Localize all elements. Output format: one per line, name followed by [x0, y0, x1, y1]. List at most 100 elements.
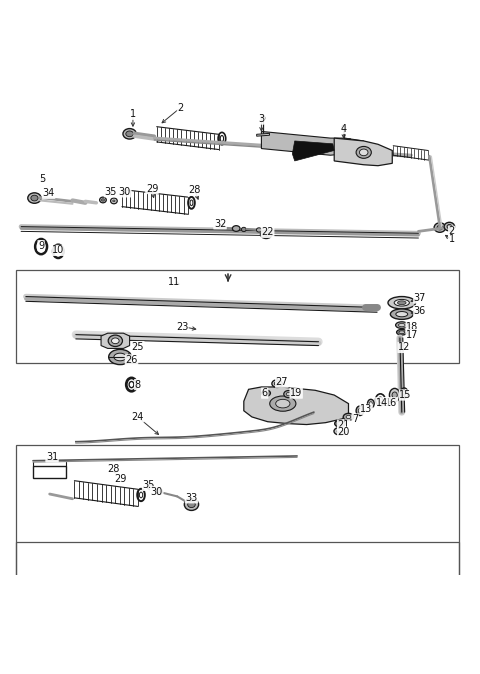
Ellipse shape — [444, 222, 455, 231]
Ellipse shape — [147, 484, 154, 490]
Text: 3: 3 — [258, 114, 264, 124]
Ellipse shape — [261, 116, 265, 121]
Ellipse shape — [343, 413, 354, 421]
Text: 11: 11 — [168, 277, 180, 287]
Ellipse shape — [399, 331, 405, 334]
Ellipse shape — [394, 299, 409, 306]
Ellipse shape — [360, 149, 368, 156]
Ellipse shape — [396, 311, 408, 317]
Polygon shape — [101, 333, 130, 348]
Ellipse shape — [437, 225, 443, 230]
Text: 29: 29 — [146, 183, 158, 193]
Ellipse shape — [356, 406, 364, 415]
Text: 2: 2 — [178, 102, 184, 113]
Ellipse shape — [272, 380, 282, 388]
Text: 4: 4 — [341, 123, 347, 133]
Text: 5: 5 — [39, 174, 46, 184]
Text: 24: 24 — [132, 412, 144, 422]
Text: 13: 13 — [360, 404, 372, 415]
Text: 6: 6 — [262, 388, 268, 398]
Ellipse shape — [262, 390, 270, 396]
Ellipse shape — [28, 193, 41, 204]
Ellipse shape — [100, 197, 106, 203]
Text: 26: 26 — [125, 355, 138, 365]
Ellipse shape — [389, 388, 400, 402]
Ellipse shape — [123, 129, 136, 139]
Ellipse shape — [370, 402, 372, 406]
Text: 10: 10 — [52, 245, 64, 255]
Ellipse shape — [342, 125, 346, 130]
Text: 1: 1 — [449, 235, 455, 245]
Ellipse shape — [126, 131, 133, 137]
Ellipse shape — [241, 227, 246, 232]
Ellipse shape — [158, 491, 160, 493]
Text: 18: 18 — [406, 321, 419, 332]
Ellipse shape — [335, 421, 345, 427]
Ellipse shape — [286, 392, 291, 396]
Text: 19: 19 — [290, 388, 302, 398]
Text: 15: 15 — [399, 390, 412, 400]
Ellipse shape — [434, 223, 445, 233]
Text: 1: 1 — [130, 109, 136, 119]
Ellipse shape — [378, 397, 383, 402]
Text: 12: 12 — [398, 342, 410, 353]
Ellipse shape — [184, 499, 199, 510]
Ellipse shape — [264, 233, 268, 235]
Ellipse shape — [102, 199, 104, 201]
Text: 30: 30 — [151, 487, 163, 497]
Polygon shape — [334, 138, 392, 166]
Text: 27: 27 — [276, 377, 288, 387]
Text: 14: 14 — [376, 398, 388, 408]
Text: 20: 20 — [337, 427, 350, 437]
Text: 2: 2 — [449, 226, 455, 237]
Ellipse shape — [368, 399, 374, 408]
Ellipse shape — [113, 200, 115, 202]
Ellipse shape — [356, 146, 372, 158]
Ellipse shape — [270, 396, 296, 411]
Text: 21: 21 — [337, 420, 350, 430]
Ellipse shape — [334, 427, 346, 435]
Ellipse shape — [149, 486, 152, 488]
Polygon shape — [257, 133, 269, 136]
Ellipse shape — [447, 224, 452, 228]
Ellipse shape — [403, 391, 406, 396]
Ellipse shape — [276, 399, 290, 408]
Ellipse shape — [346, 415, 351, 419]
Polygon shape — [262, 131, 364, 155]
Text: 17: 17 — [406, 330, 419, 340]
Ellipse shape — [398, 324, 405, 327]
Text: 37: 37 — [414, 293, 426, 303]
Ellipse shape — [396, 321, 408, 328]
Ellipse shape — [110, 198, 117, 204]
Ellipse shape — [31, 195, 38, 201]
Polygon shape — [292, 141, 334, 161]
Text: 22: 22 — [261, 227, 274, 237]
Ellipse shape — [358, 408, 361, 413]
Ellipse shape — [337, 429, 343, 433]
Ellipse shape — [396, 330, 407, 335]
Text: 9: 9 — [38, 241, 44, 251]
Ellipse shape — [274, 381, 280, 386]
Text: 28: 28 — [108, 464, 120, 474]
Text: 28: 28 — [189, 185, 201, 195]
Ellipse shape — [392, 392, 397, 398]
Text: 8: 8 — [134, 379, 141, 390]
Ellipse shape — [188, 501, 195, 508]
Text: 7: 7 — [352, 414, 358, 424]
Ellipse shape — [284, 390, 293, 398]
Ellipse shape — [256, 228, 262, 232]
Text: 32: 32 — [214, 219, 226, 228]
Polygon shape — [337, 139, 350, 143]
Text: 25: 25 — [132, 342, 144, 352]
Text: 35: 35 — [143, 481, 155, 491]
Ellipse shape — [261, 230, 272, 239]
Text: 23: 23 — [176, 321, 188, 332]
Ellipse shape — [388, 297, 416, 309]
Text: 34: 34 — [43, 188, 55, 198]
Text: 16: 16 — [385, 398, 397, 408]
Ellipse shape — [108, 335, 122, 346]
Text: 29: 29 — [114, 474, 126, 484]
Ellipse shape — [156, 489, 162, 495]
Ellipse shape — [390, 309, 413, 319]
Text: 30: 30 — [119, 187, 131, 197]
